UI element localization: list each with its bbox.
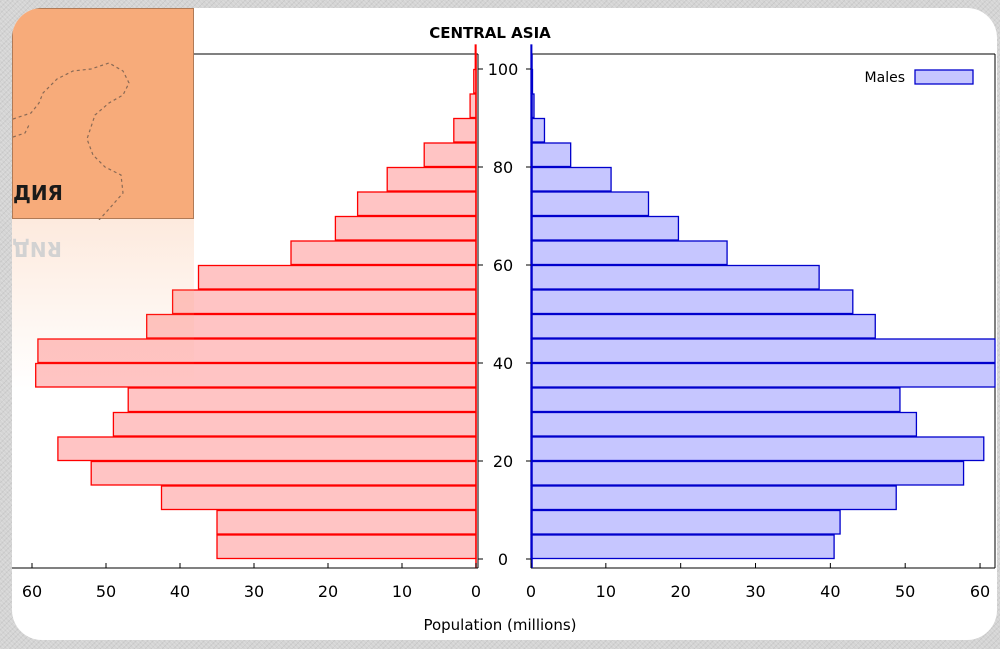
female-bar-55-59 <box>197 264 477 290</box>
x-tick-label-right: 50 <box>895 582 915 601</box>
female-bar-45-49 <box>146 313 477 339</box>
x-tick-label-right: 20 <box>670 582 690 601</box>
x-tick-label-right: 30 <box>745 582 765 601</box>
map-inset: ДИЯ <box>12 8 194 220</box>
age-tick-label: 20 <box>493 452 513 471</box>
map-reflection: ДИЯ <box>12 219 194 389</box>
female-bar-65-69 <box>334 215 477 241</box>
age-tick-label: 0 <box>498 550 508 569</box>
male-bar-60-64 <box>530 240 728 266</box>
male-bar-45-49 <box>530 313 876 339</box>
legend-swatch-males <box>914 69 974 85</box>
male-bar-35-39 <box>530 362 996 388</box>
female-bar-50-54 <box>171 289 477 315</box>
male-bar-85-89 <box>530 117 546 143</box>
x-tick-label-left: 50 <box>96 582 116 601</box>
female-bar-10-14 <box>160 485 477 511</box>
x-tick-label-left: 60 <box>22 582 42 601</box>
age-tick-label: 80 <box>493 158 513 177</box>
male-bar-0-4 <box>530 534 835 560</box>
male-bar-15-19 <box>530 460 965 486</box>
female-bar-30-34 <box>127 387 477 413</box>
female-bar-5-9 <box>216 509 477 535</box>
male-bar-10-14 <box>530 485 897 511</box>
map-border-lines <box>13 62 130 220</box>
male-bar-25-29 <box>530 411 918 437</box>
x-tick-label-left: 30 <box>244 582 264 601</box>
female-bar-70-74 <box>356 191 477 217</box>
chart-title: CENTRAL ASIA <box>429 24 551 42</box>
female-bar-0-4 <box>216 534 477 560</box>
female-bar-80-84 <box>423 142 477 168</box>
x-tick-label-left: 10 <box>392 582 412 601</box>
map-reflection-label: ДИЯ <box>12 237 62 261</box>
x-tick-label-left: 40 <box>170 582 190 601</box>
female-bar-25-29 <box>112 411 477 437</box>
male-bar-65-69 <box>530 215 680 241</box>
x-tick-label-right: 60 <box>970 582 990 601</box>
age-tick-label: 100 <box>488 60 519 79</box>
male-bar-50-54 <box>530 289 854 315</box>
x-axis-label: Population (millions) <box>423 616 576 634</box>
age-tick-label: 60 <box>493 256 513 275</box>
female-bar-60-64 <box>290 240 477 266</box>
x-tick-label-right: 10 <box>596 582 616 601</box>
legend-label-males: Males <box>865 70 905 86</box>
male-bar-5-9 <box>530 509 841 535</box>
male-bar-40-44 <box>530 338 996 364</box>
x-tick-label-right: 0 <box>526 582 536 601</box>
male-bar-80-84 <box>530 142 572 168</box>
male-bar-75-79 <box>530 166 612 192</box>
male-bar-30-34 <box>530 387 901 413</box>
female-bar-90-94 <box>469 93 477 119</box>
x-tick-label-right: 40 <box>820 582 840 601</box>
female-bar-85-89 <box>453 117 477 143</box>
female-bar-75-79 <box>386 166 477 192</box>
female-bar-20-24 <box>57 436 477 462</box>
female-bar-15-19 <box>90 460 477 486</box>
male-bar-70-74 <box>530 191 650 217</box>
male-bar-55-59 <box>530 264 820 290</box>
age-tick-label: 40 <box>493 354 513 373</box>
male-bar-20-24 <box>530 436 985 462</box>
x-tick-label-left: 0 <box>471 582 481 601</box>
map-label: ДИЯ <box>13 181 63 205</box>
chart-panel: 0 20 40 60 80 100 60 50 40 30 20 10 0 0 10 20 30 40 50 60 CE… <box>12 8 997 640</box>
x-tick-label-left: 20 <box>318 582 338 601</box>
